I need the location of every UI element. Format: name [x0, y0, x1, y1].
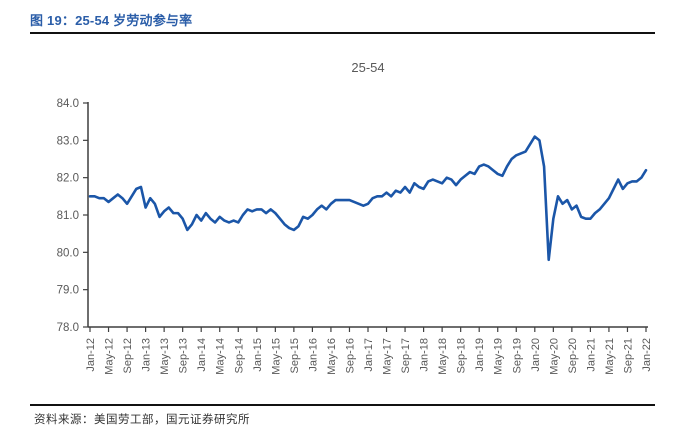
x-tick-label: Jan-20 — [530, 338, 542, 372]
chart-title: 25-54 — [351, 60, 385, 75]
x-tick-label: Jan-16 — [307, 338, 319, 372]
figure-title: 图 19：25-54 岁劳动参与率 — [30, 13, 193, 28]
x-tick-label: Sep-12 — [122, 338, 134, 373]
x-tick-label: Jan-22 — [641, 338, 653, 372]
title-divider — [30, 32, 655, 34]
y-tick-label: 83.0 — [57, 135, 79, 147]
x-tick-label: Jan-12 — [85, 338, 97, 372]
x-tick-label: May-13 — [159, 338, 171, 375]
x-tick-label: May-15 — [270, 338, 282, 375]
x-tick-label: May-20 — [548, 338, 560, 375]
x-tick-label: Sep-18 — [456, 338, 468, 373]
x-tick-label: Sep-17 — [400, 338, 412, 373]
x-tick-label: Jan-21 — [585, 338, 597, 372]
y-tick-label: 82.0 — [57, 173, 79, 185]
x-tick-label: Sep-20 — [567, 338, 579, 373]
x-tick-label: May-19 — [493, 338, 505, 375]
y-tick-label: 81.0 — [57, 210, 79, 222]
x-tick-label: May-16 — [326, 338, 338, 375]
x-tick-label: Jan-14 — [196, 338, 208, 372]
x-tick-label: Sep-13 — [178, 338, 190, 373]
x-tick-label: Sep-21 — [622, 338, 634, 373]
x-tick-label: Jan-19 — [474, 338, 486, 372]
y-tick-label: 79.0 — [57, 285, 79, 297]
x-tick-label: May-17 — [382, 338, 394, 375]
x-tick-label: Jan-17 — [363, 338, 375, 372]
y-tick-label: 80.0 — [57, 247, 79, 259]
y-tick-label: 78.0 — [57, 322, 79, 334]
x-tick-label: Sep-16 — [344, 338, 356, 373]
x-tick-label: May-18 — [437, 338, 449, 375]
source-note: 资料来源：美国劳工部，国元证券研究所 — [34, 414, 250, 426]
x-tick-label: Sep-14 — [233, 338, 245, 373]
x-tick-label: Jan-13 — [141, 338, 153, 372]
x-tick-label: May-21 — [604, 338, 616, 375]
x-tick-label: May-14 — [215, 338, 227, 375]
x-tick-label: May-12 — [104, 338, 116, 375]
x-tick-label: Jan-18 — [419, 338, 431, 372]
x-tick-label: Jan-15 — [252, 338, 264, 372]
footer-divider — [30, 404, 655, 406]
y-tick-label: 84.0 — [57, 98, 79, 110]
x-tick-label: Sep-15 — [289, 338, 301, 373]
participation-rate-line — [88, 135, 648, 262]
x-tick-label: Sep-19 — [511, 338, 523, 373]
